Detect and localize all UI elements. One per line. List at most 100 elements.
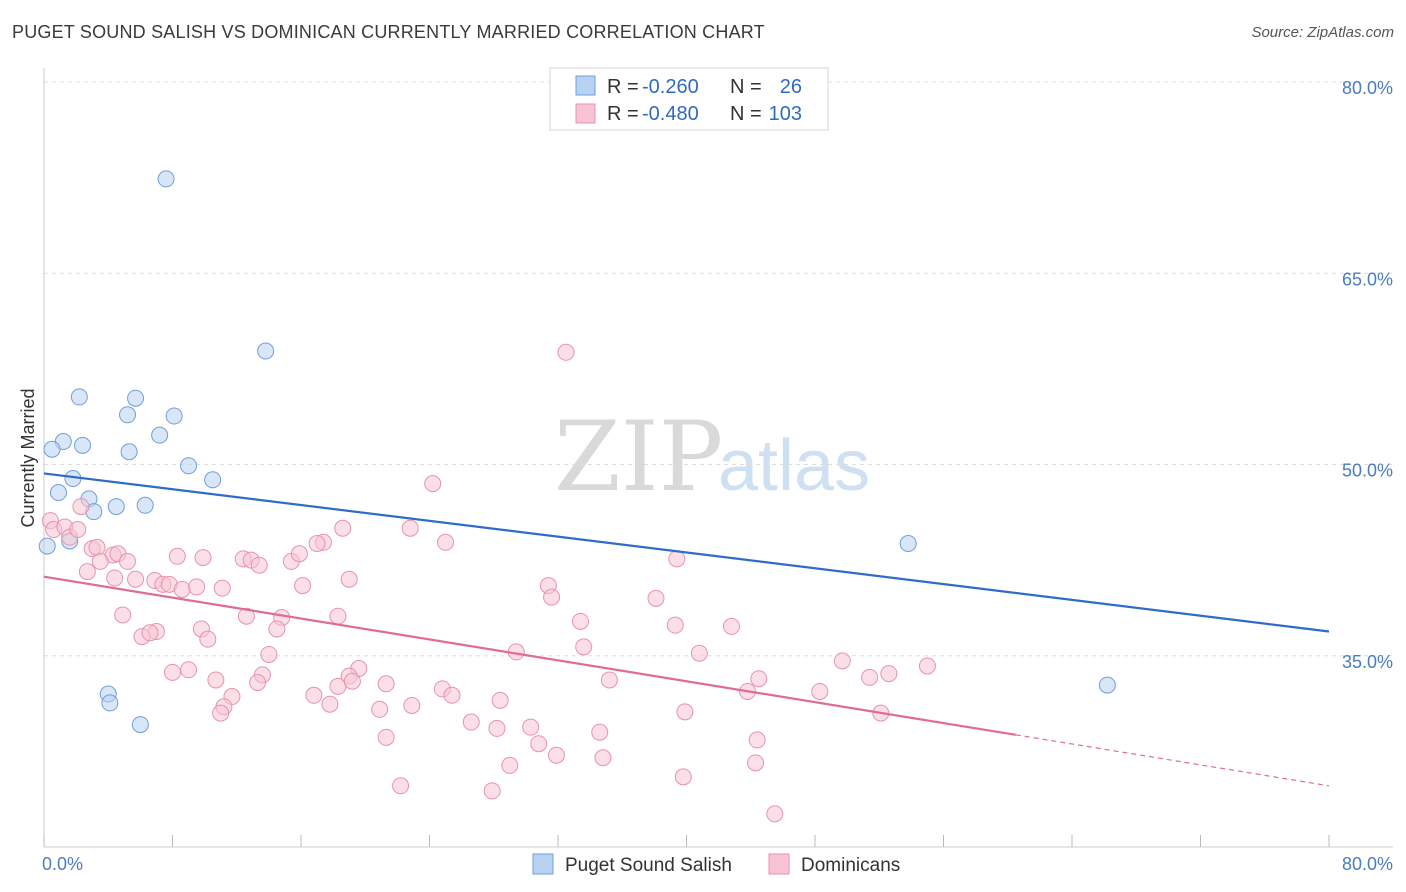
dominican-point	[530, 735, 548, 753]
salish-point	[127, 389, 145, 407]
dominican-point	[575, 638, 593, 656]
salish-point	[899, 535, 917, 553]
dominican-point	[334, 519, 352, 537]
dominican-point	[392, 777, 410, 795]
dominican-point	[88, 538, 106, 556]
dominican-point	[329, 677, 347, 695]
salish-point	[43, 440, 61, 458]
dominican-point	[72, 498, 90, 516]
chart-title: PUGET SOUND SALISH VS DOMINICAN CURRENTL…	[12, 22, 765, 42]
dominican-point	[424, 475, 442, 493]
salish-point	[180, 457, 198, 475]
x-tick-labels: 0.0% 80.0%	[42, 854, 1393, 874]
trend-layer	[43, 472, 1330, 787]
dominican-point	[591, 723, 609, 741]
watermark: ZIP atlas	[554, 401, 870, 513]
dominican-point	[69, 521, 87, 539]
dominican-trend-line	[43, 575, 1016, 736]
dominican-point	[766, 805, 784, 823]
legend-n-value: 26	[780, 76, 802, 98]
watermark-atlas-text: atlas	[718, 426, 870, 506]
dominican-point	[674, 768, 692, 786]
dominican-point	[557, 343, 575, 361]
salish-point	[70, 388, 88, 406]
legend-r-value: -0.260	[642, 76, 699, 98]
x-tick-label-max: 80.0%	[1342, 854, 1393, 874]
dominican-point	[194, 549, 212, 567]
series-legend-label-salish: Puget Sound Salish	[565, 855, 732, 876]
dominican-point	[543, 588, 561, 606]
dominican-point	[343, 672, 361, 690]
dominican-point	[207, 671, 225, 689]
dominican-point	[594, 749, 612, 767]
salish-point	[107, 498, 125, 516]
dominican-point	[305, 686, 323, 704]
dominican-point	[811, 682, 829, 700]
y-tick-label: 80.0%	[1342, 78, 1393, 98]
dominican-point	[488, 719, 506, 737]
dominican-point	[647, 589, 665, 607]
dominican-point	[127, 570, 145, 588]
dominican-point	[164, 663, 181, 681]
dominican-point	[114, 606, 132, 624]
dominican-point	[880, 665, 898, 683]
legend-r-label: R =	[607, 76, 639, 98]
dominican-point	[340, 570, 358, 588]
dominican-point	[861, 668, 879, 686]
salish-point	[38, 537, 56, 555]
dominican-trend-line-extension	[1015, 734, 1330, 787]
dominican-point	[260, 645, 278, 663]
salish-point	[165, 407, 183, 425]
x-ticks-layer	[43, 835, 1330, 847]
legend-r-label: R =	[607, 103, 639, 125]
dominican-point	[722, 617, 740, 635]
dominican-point	[290, 545, 308, 563]
dominican-point	[78, 563, 96, 581]
dominican-point	[666, 616, 684, 634]
salish-point	[120, 443, 138, 461]
salish-point	[74, 436, 92, 454]
dominican-point	[676, 703, 694, 721]
dominican-point	[750, 670, 768, 688]
dominican-point	[321, 695, 339, 713]
dominican-point	[483, 782, 501, 800]
dominican-point	[268, 620, 286, 638]
salish-point	[119, 406, 137, 424]
series-legend-label-dominicans: Dominicans	[801, 855, 900, 876]
stats-legend-box	[549, 67, 829, 131]
salish-trend-line	[43, 472, 1330, 633]
series-legend-swatch-dominicans	[768, 853, 790, 875]
dominican-point	[690, 644, 708, 662]
dominican-point	[403, 696, 421, 714]
legend-r-value: -0.480	[642, 103, 699, 125]
dominican-point	[106, 569, 124, 587]
dominican-point	[141, 624, 159, 642]
y-tick-label: 35.0%	[1342, 652, 1393, 672]
dominican-point	[918, 657, 936, 675]
dominican-point	[443, 686, 461, 704]
salish-point	[49, 484, 67, 502]
legend-n-label: N =	[730, 103, 762, 125]
dominican-point	[401, 519, 419, 537]
dominican-point	[308, 535, 326, 553]
grid-layer	[44, 81, 1393, 657]
dominican-point	[547, 746, 565, 764]
dominican-point	[377, 728, 395, 746]
y-axis-title: Currently Married	[18, 388, 38, 527]
dominican-point	[491, 691, 509, 709]
x-tick-label-min: 0.0%	[42, 854, 83, 874]
dominican-point	[747, 754, 765, 772]
dominican-point	[748, 731, 766, 749]
chart-source: Source: ZipAtlas.com	[1251, 24, 1394, 41]
legend-n-label: N =	[730, 76, 762, 98]
dominican-point	[119, 552, 137, 570]
salish-point	[101, 694, 119, 712]
axis-layer	[43, 68, 1393, 848]
dominican-point	[199, 630, 217, 648]
dominican-point	[668, 550, 686, 568]
legend-n-value: 103	[769, 103, 802, 125]
salish-point	[257, 342, 275, 360]
salish-point	[136, 496, 154, 514]
legend-swatch-salish	[575, 75, 596, 96]
watermark-zip-text: ZIP	[554, 401, 723, 513]
